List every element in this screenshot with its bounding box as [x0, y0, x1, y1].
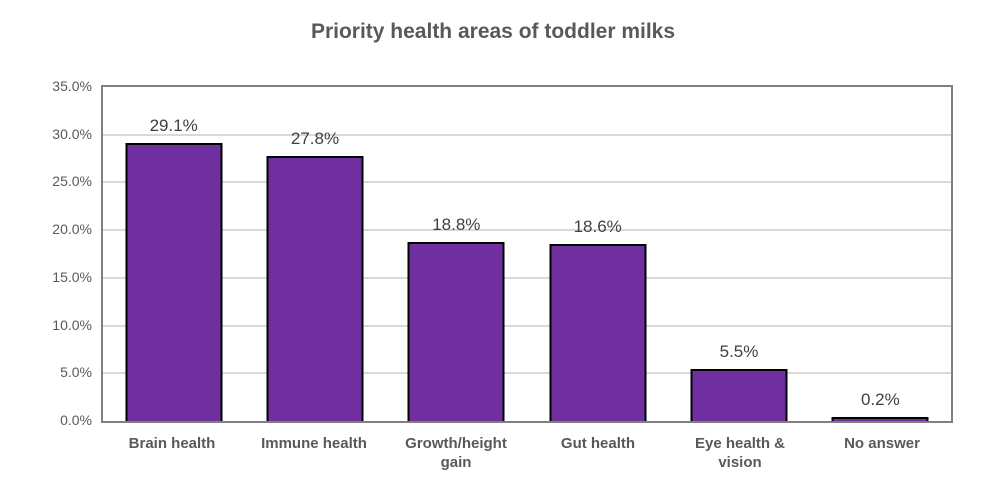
- bar: [831, 417, 929, 421]
- x-category-label: Immune health: [261, 435, 367, 452]
- bar-data-label: 0.2%: [860, 390, 900, 409]
- gridline: [103, 277, 951, 279]
- bar: [266, 156, 364, 421]
- bar: [690, 369, 788, 421]
- y-axis: 0.0% 5.0% 10.0% 15.0% 20.0% 25.0% 30.0% 35.0%: [0, 78, 92, 428]
- bar-slot: 0.2%: [810, 87, 951, 421]
- bar-slot: 27.8%: [244, 87, 385, 421]
- y-axis-tick-label: 5.0%: [60, 364, 92, 380]
- bar-data-label: 5.5%: [719, 342, 759, 361]
- x-category-label: Brain health: [128, 435, 216, 452]
- y-axis-tick-label: 25.0%: [52, 173, 92, 189]
- plot-area: 29.1% 27.8% 18.8% 18.6% 5.5% 0.2%: [101, 85, 953, 423]
- bar: [407, 242, 505, 421]
- x-category-label: Eye health & vision: [694, 435, 786, 471]
- bar-data-label: 27.8%: [290, 129, 340, 148]
- y-axis-tick-label: 10.0%: [52, 317, 92, 333]
- x-category-label: Gut health: [560, 435, 636, 452]
- bar-data-label: 18.8%: [432, 215, 481, 234]
- y-axis-tick-label: 20.0%: [52, 221, 92, 237]
- gridline: [103, 325, 951, 327]
- bar: [549, 244, 647, 421]
- gridline: [103, 181, 951, 183]
- gridline: [103, 134, 951, 136]
- x-axis: Brain health Immune health Growth/height g…: [101, 434, 953, 472]
- chart-title: Priority health areas of toddler milks: [310, 20, 676, 43]
- y-axis-tick-label: 30.0%: [52, 126, 92, 142]
- x-category-label: No answer: [844, 435, 920, 452]
- bar-data-label: 29.1%: [149, 116, 198, 135]
- gridline: [103, 372, 951, 374]
- bar: [125, 143, 223, 421]
- bar-data-label: 18.6%: [573, 217, 622, 236]
- bar-slot: 5.5%: [668, 87, 809, 421]
- y-axis-tick-label: 0.0%: [60, 412, 92, 428]
- gridline: [103, 229, 951, 231]
- x-category-label: Growth/height gain: [405, 435, 507, 471]
- bar-slot: 29.1%: [103, 87, 244, 421]
- y-axis-tick-label: 15.0%: [52, 269, 92, 285]
- y-axis-tick-label: 35.0%: [52, 78, 92, 94]
- bar-slot: 18.8%: [386, 87, 527, 421]
- bar-slot: 18.6%: [527, 87, 668, 421]
